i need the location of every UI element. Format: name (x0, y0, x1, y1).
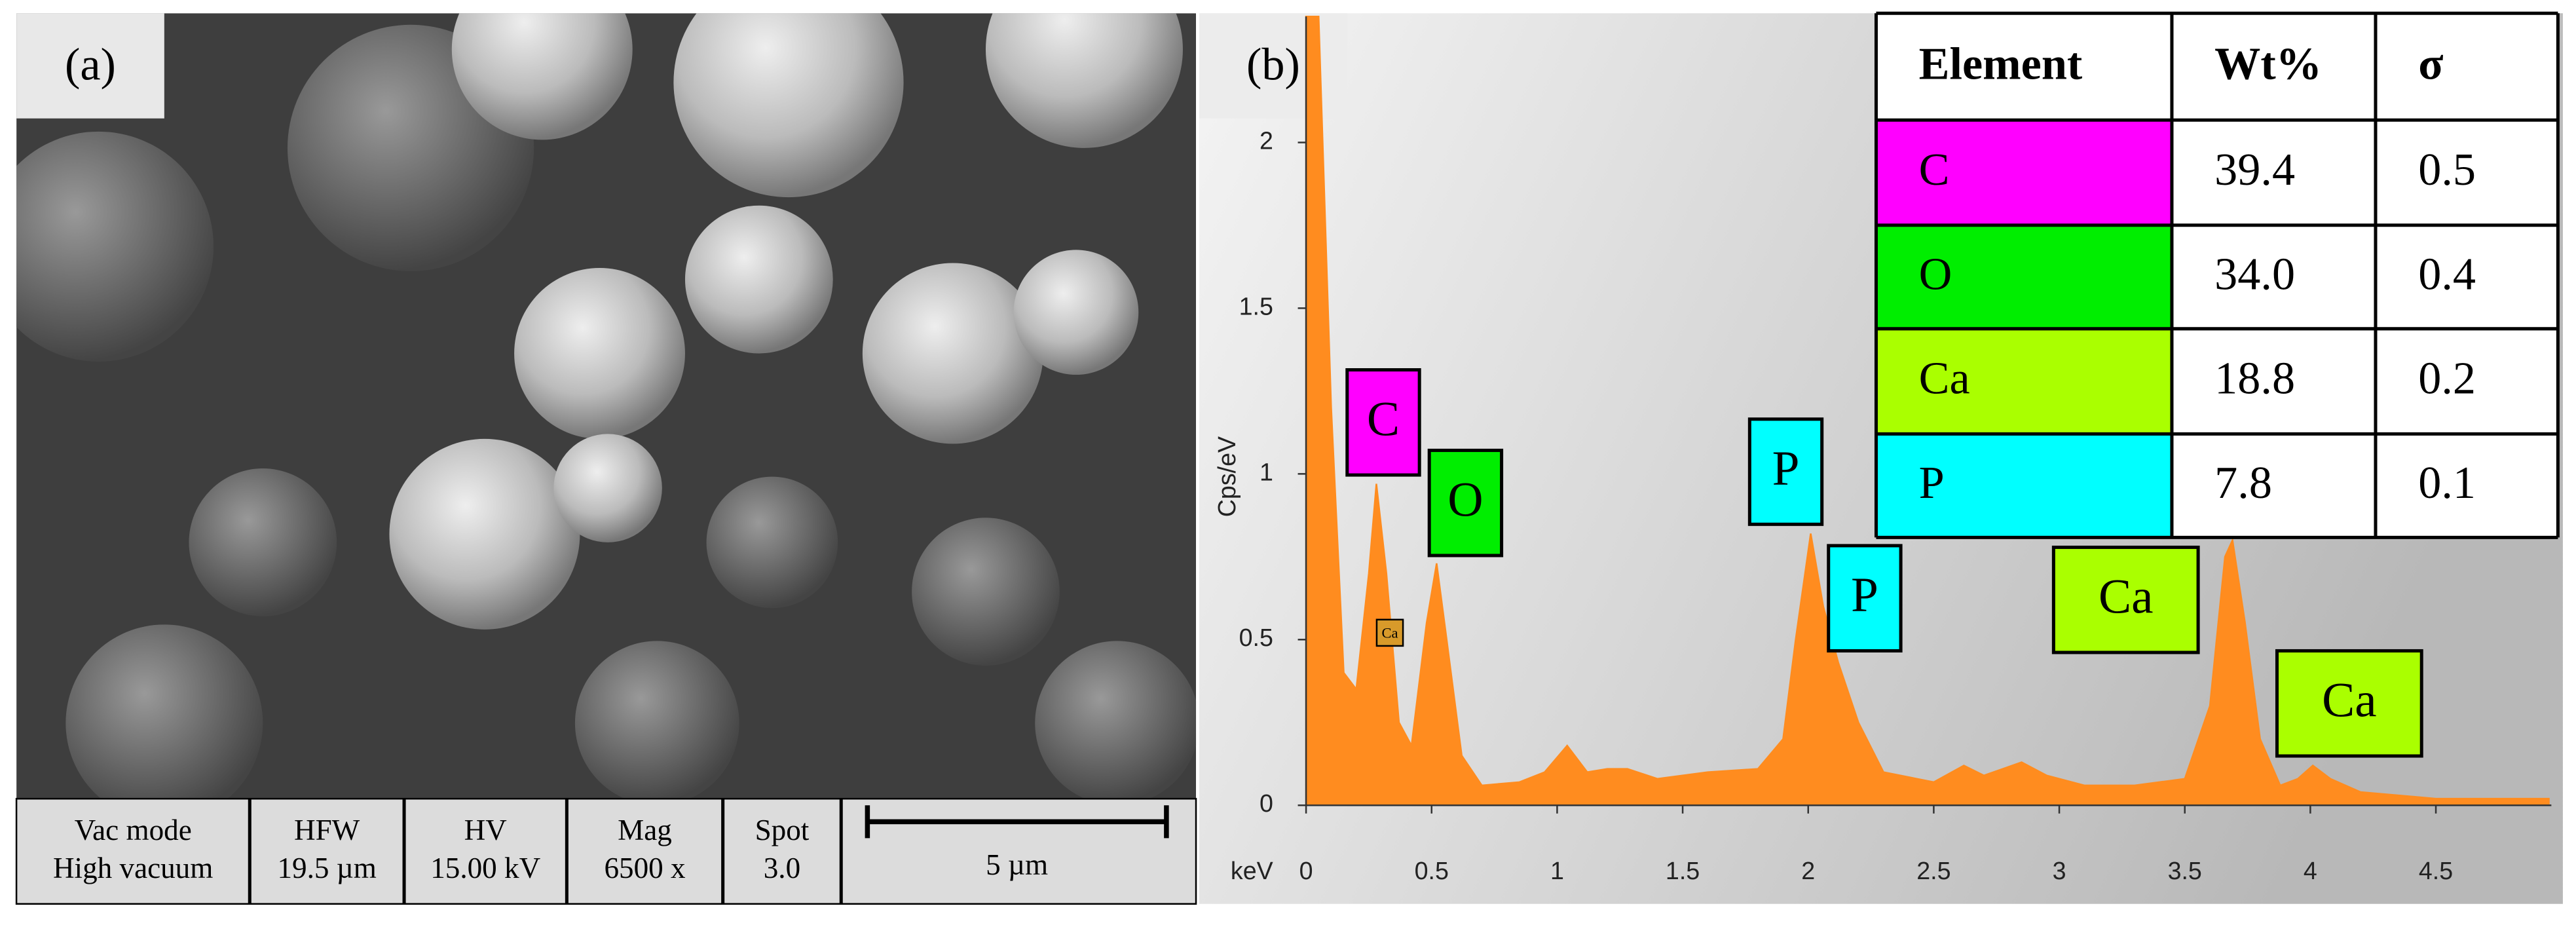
info-text: 3.0 (764, 852, 800, 884)
table-cell: 0.5 (2418, 144, 2476, 195)
y-tick-label: 0.5 (1239, 624, 1273, 651)
x-tick-label: 1 (1550, 857, 1564, 884)
table-cell: 7.8 (2214, 457, 2272, 508)
info-bar: 5 µm Vac mode High vacuum HFW 19.5 µm HV 15.0… (15, 797, 1197, 905)
info-text: 15.00 kV (430, 852, 540, 884)
info-text: Spot (755, 814, 810, 846)
info-text: HV (464, 814, 508, 846)
element-label-box (2051, 545, 2200, 654)
y-tick-label: 1 (1260, 458, 1273, 485)
sem-image (16, 13, 1197, 799)
x-axis-label: keV (1231, 857, 1273, 884)
element-label-box (1375, 618, 1404, 647)
x-tick-label: 0 (1299, 857, 1313, 884)
table-cell: Ca (1919, 353, 1970, 404)
panel-label: (a) (65, 39, 116, 90)
table-cell: 18.8 (2214, 353, 2295, 404)
element-label: O (1447, 472, 1483, 527)
element-label-box (1427, 448, 1504, 558)
info-text: 6500 x (604, 852, 686, 884)
table-cell: P (1919, 457, 1945, 508)
info-text: HFW (294, 814, 360, 846)
element-label: C (1367, 392, 1400, 447)
info-text: Vac mode (75, 814, 192, 846)
x-tick-label: 1.5 (1666, 857, 1700, 884)
table-cell: 0.1 (2418, 457, 2476, 508)
element-cell-bg (1876, 225, 2172, 329)
element-label-box (1747, 417, 1824, 526)
panel-label: (b) (1246, 39, 1300, 90)
element-label: Ca (2322, 673, 2377, 727)
element-label-box (1345, 368, 1421, 477)
element-label: P (1851, 568, 1878, 622)
table-cell: Wt% (2214, 38, 2322, 89)
element-label: P (1772, 442, 1800, 496)
x-tick-label: 0.5 (1415, 857, 1449, 884)
table-cell: 0.4 (2418, 248, 2476, 299)
y-tick-label: 0 (1260, 789, 1273, 817)
table-cell: 0.2 (2418, 353, 2476, 404)
x-tick-label: 3.5 (2168, 857, 2202, 884)
y-tick-label: 2 (1260, 126, 1273, 154)
x-tick-label: 2.5 (1916, 857, 1951, 884)
element-label-box (2275, 649, 2423, 758)
table: Element Wt% σ C 39.4 0.5 O 34.0 0.4 Ca 18.8 0.2 P 7.8… (1874, 11, 2560, 539)
scale-bar-label: 5 µm (986, 848, 1048, 881)
element-label: Ca (1381, 625, 1398, 641)
table-cell: C (1919, 144, 1950, 195)
element-cell-bg (1876, 434, 2172, 538)
table-cell: 39.4 (2214, 144, 2295, 195)
info-text: Mag (618, 814, 672, 846)
y-tick-label: 1.5 (1239, 292, 1273, 320)
x-tick-label: 4.5 (2419, 857, 2453, 884)
element-cell-bg (1876, 328, 2172, 434)
spectrum-area (1305, 15, 2550, 806)
table-cell: σ (2418, 38, 2443, 89)
label-box (1199, 13, 1347, 119)
table-cell: 34.0 (2214, 248, 2295, 299)
info-text: High vacuum (53, 852, 213, 884)
x-tick-label: 3 (2053, 857, 2066, 884)
element-label-box (1827, 544, 1903, 653)
info-text: 19.5 µm (277, 852, 376, 884)
element-cell-bg (1876, 120, 2172, 225)
x-tick-label: 4 (2304, 857, 2317, 884)
element-label: Ca (2099, 569, 2154, 624)
y-axis-label: Cps/eV (1213, 436, 1241, 517)
x-tick-label: 2 (1801, 857, 1815, 884)
table-cell: O (1919, 248, 1952, 299)
table-cell: Element (1919, 38, 2083, 89)
